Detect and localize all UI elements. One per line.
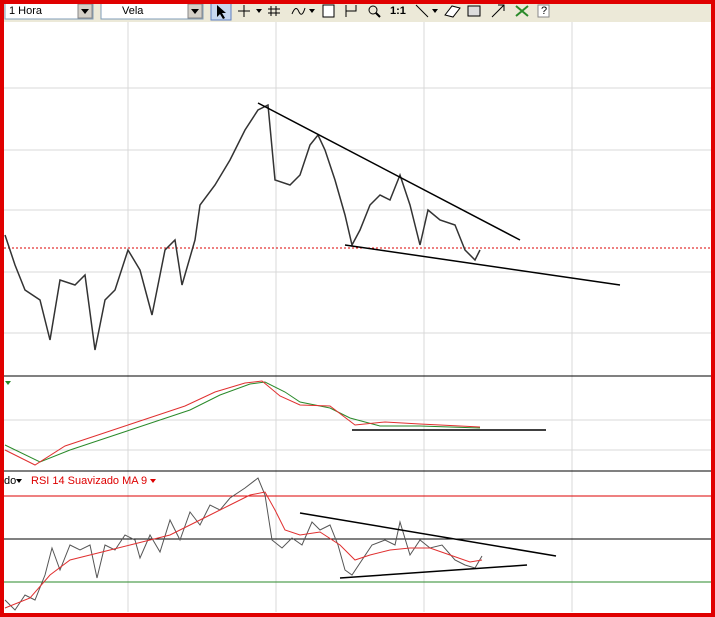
indicator-tool[interactable]: [291, 7, 306, 15]
crosshair-tool[interactable]: [238, 5, 250, 17]
dropdown-arrow: [81, 9, 89, 14]
timeframe-text: 1 Hora: [9, 5, 43, 17]
price-series: [4, 103, 481, 351]
help-text: ?: [541, 5, 547, 17]
trendline: [344, 244, 621, 286]
tools-icon[interactable]: [515, 5, 529, 17]
oscillator-signal: [4, 380, 481, 466]
zoom-handle: [375, 12, 381, 18]
help-box[interactable]: [537, 4, 550, 18]
panel-label: do: [4, 475, 16, 487]
label-arrow: [150, 479, 156, 483]
info-tool[interactable]: [322, 4, 335, 18]
expand-tool[interactable]: [491, 4, 505, 18]
trendline: [339, 564, 528, 579]
grid: [4, 22, 711, 612]
line-tool[interactable]: [415, 4, 429, 18]
style-text: Vela: [122, 5, 144, 17]
eraser-tool[interactable]: [444, 5, 461, 18]
zoom-tool[interactable]: [368, 5, 378, 15]
trendline: [257, 102, 521, 241]
zoom-reset[interactable]: 1:1: [390, 5, 406, 17]
tool-arrow: [432, 9, 438, 13]
oscillator-line: [4, 381, 481, 463]
trendline: [299, 512, 557, 557]
tool-arrow: [256, 9, 262, 13]
panel-arrow: [5, 381, 11, 385]
tool-arrow: [309, 9, 315, 13]
marker-tool[interactable]: [345, 5, 357, 17]
rsi-average: [4, 491, 483, 609]
print-tool[interactable]: [467, 5, 481, 17]
grid-tool[interactable]: [268, 6, 280, 16]
pointer-icon: [217, 5, 226, 19]
label-arrow: [16, 479, 22, 483]
rsi-label[interactable]: RSI 14 Suavizado MA 9: [31, 475, 147, 487]
dropdown-arrow: [191, 9, 199, 14]
